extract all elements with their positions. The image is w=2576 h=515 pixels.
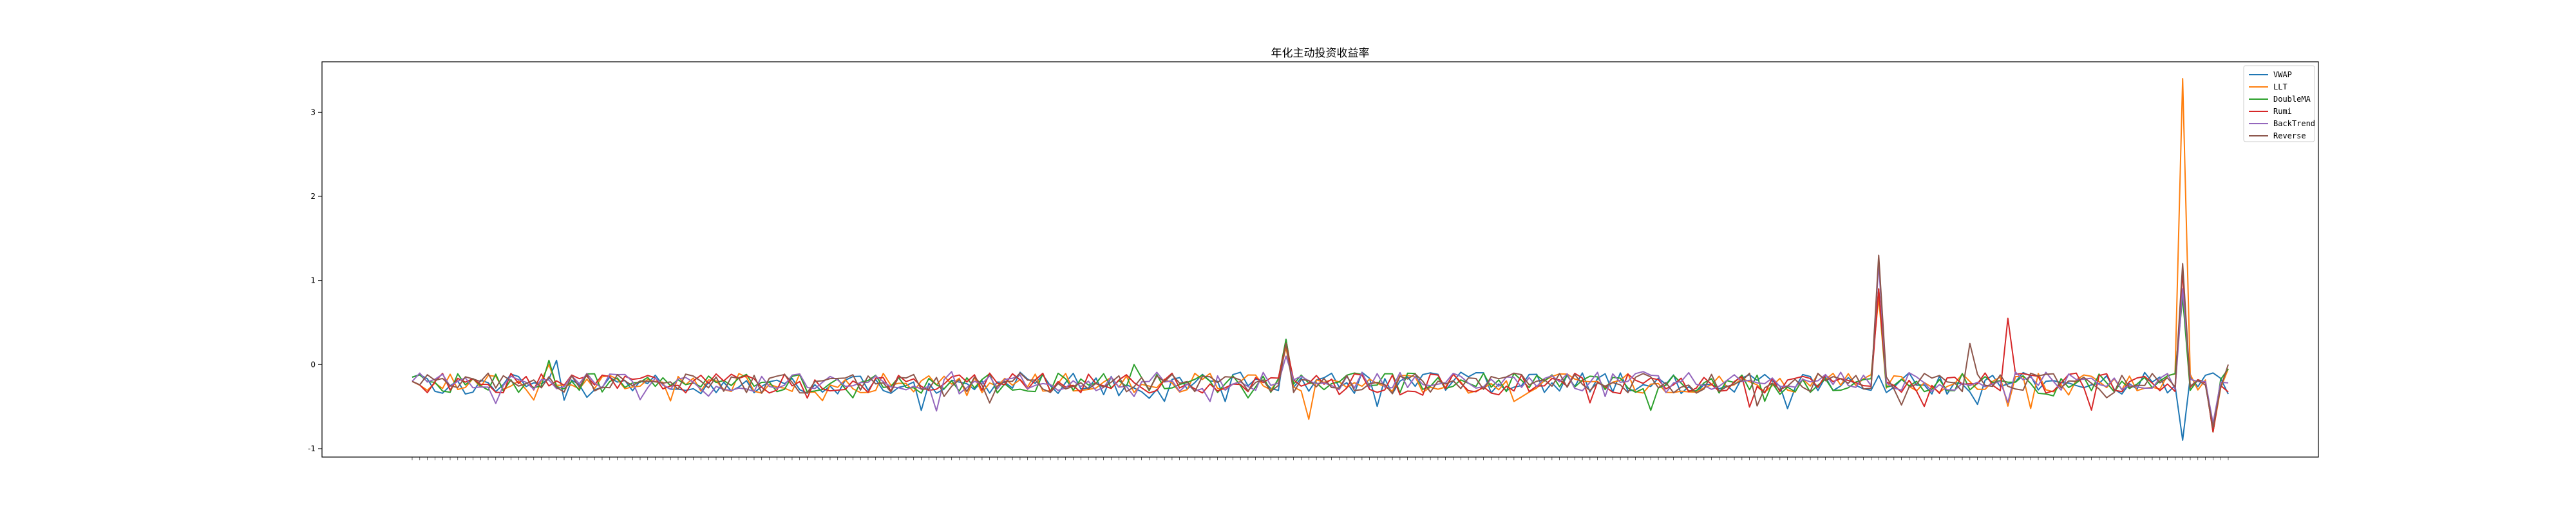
x-axis	[412, 457, 2229, 460]
y-tick-label: 1	[310, 276, 316, 285]
legend-box	[2243, 65, 2315, 142]
legend-label: Rumi	[2273, 107, 2292, 116]
y-tick-label: 0	[310, 360, 316, 369]
y-tick-label: -1	[308, 444, 316, 453]
legend: VWAP LLT DoubleMA Rumi BackTrend Reverse	[2243, 65, 2315, 142]
series-line-backtrend	[412, 263, 2229, 424]
legend-label: BackTrend	[2273, 119, 2315, 128]
y-tick-label: 3	[310, 108, 316, 117]
series-line-rumi	[412, 271, 2229, 433]
legend-label: VWAP	[2273, 70, 2292, 79]
y-tick-label: 2	[310, 192, 316, 201]
series-line-vwap	[412, 339, 2229, 441]
y-axis: -1 0 1 2 3	[308, 108, 322, 453]
series-layer	[412, 78, 2229, 441]
plot-area-frame	[321, 61, 2319, 458]
legend-label: LLT	[2273, 82, 2287, 91]
legend-label: Reverse	[2273, 131, 2306, 140]
series-line-reverse	[412, 254, 2229, 429]
legend-label: DoubleMA	[2273, 95, 2311, 104]
series-line-doublema	[412, 288, 2229, 433]
chart-title: 年化主动投资收益率	[1271, 47, 1370, 60]
